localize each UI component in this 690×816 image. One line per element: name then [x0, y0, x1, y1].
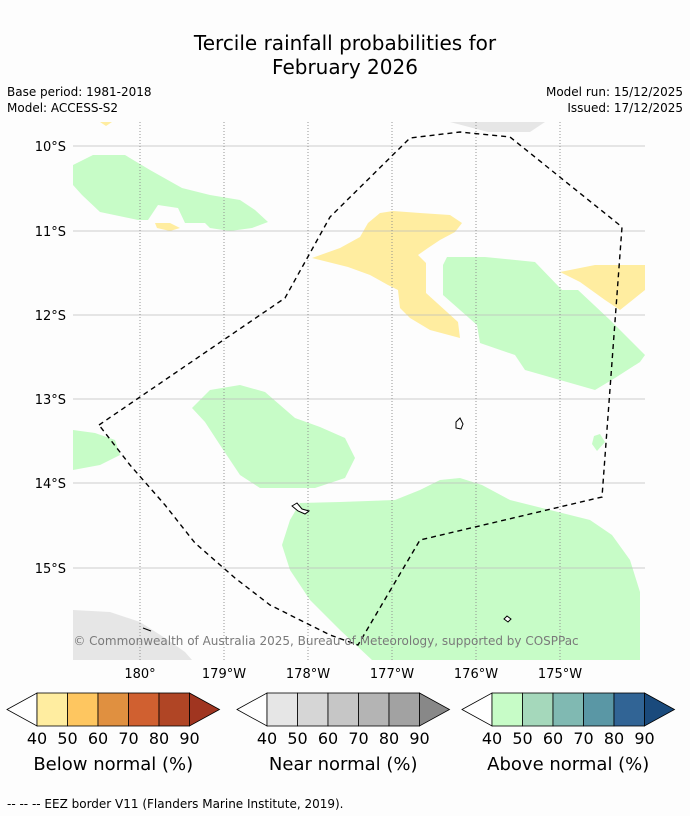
- latitude-label: 15°S: [35, 562, 66, 577]
- title-line-1: Tercile rainfall probabilities for: [193, 31, 497, 55]
- colorbar-tick-label: 80: [604, 729, 624, 748]
- latitude-label: 14°S: [35, 477, 66, 492]
- chart-title: Tercile rainfall probabilities for Febru…: [0, 31, 690, 79]
- colorbar-tick-label: 50: [512, 729, 532, 748]
- colorbar-tick-label: 80: [149, 729, 169, 748]
- colorbar-high-arrow: [419, 692, 451, 727]
- island-outline-south: [503, 615, 512, 623]
- model-name: Model: ACCESS-S2: [7, 101, 119, 115]
- colorbar-tick-label: 90: [409, 729, 429, 748]
- below-normal-region-east: [560, 265, 645, 310]
- colorbar-3: 40 50 60 70 80 90 Above normal (%): [461, 692, 676, 775]
- colorbar-tick-label: 40: [27, 729, 47, 748]
- longitude-labels: 180° 179°W 178°W 177°W 176°W 175°W: [124, 667, 582, 682]
- longitude-label: 178°W: [286, 667, 330, 682]
- colorbar-label: Near normal (%): [269, 754, 418, 775]
- colorbar-tick-label: 40: [257, 729, 277, 748]
- above-normal-region-northwest: [73, 155, 268, 231]
- colorbar-segment: [583, 692, 615, 727]
- colorbar-tick-label: 80: [379, 729, 399, 748]
- colorbar-segment: [552, 692, 584, 727]
- colorbar-segment: [388, 692, 420, 727]
- colorbar-tick-label: 60: [318, 729, 338, 748]
- colorbar-1: 40 50 60 70 80 90 Below normal (%): [6, 692, 221, 775]
- colorbar-low-arrow: [6, 692, 38, 727]
- above-normal-region-east: [443, 257, 645, 390]
- near-normal-region-top: [450, 122, 545, 132]
- latitude-label: 10°S: [35, 140, 66, 155]
- issued-date: Issued: 17/12/2025: [567, 101, 683, 115]
- colorbar-tick-label: 70: [573, 729, 593, 748]
- latitude-label: 13°S: [35, 393, 66, 408]
- colorbar-tick-label: 60: [88, 729, 108, 748]
- colorbar-segment: [36, 692, 68, 727]
- colorbar-tick-label: 70: [348, 729, 368, 748]
- colorbar-high-arrow: [644, 692, 676, 727]
- longitude-label: 180°: [124, 667, 155, 682]
- below-normal-region-central: [312, 211, 462, 338]
- colorbar-segment: [613, 692, 645, 727]
- colorbar-segment: [67, 692, 99, 727]
- colorbars: 40 50 60 70 80 90 Below normal (%) 40 50 60 70 80 90…: [6, 692, 676, 775]
- longitude-label: 176°W: [454, 667, 498, 682]
- above-normal-region-south: [282, 478, 640, 660]
- colorbar-label: Below normal (%): [33, 754, 193, 775]
- colorbar-label: Above normal (%): [487, 754, 649, 775]
- colorbar-segment: [128, 692, 160, 727]
- colorbar-segment: [522, 692, 554, 727]
- colorbar-tick-label: 90: [634, 729, 654, 748]
- colorbar-low-arrow: [461, 692, 493, 727]
- colorbar-segment: [97, 692, 129, 727]
- colorbar-tick-label: 90: [179, 729, 199, 748]
- copyright-notice: © Commonwealth of Australia 2025, Bureau…: [73, 634, 578, 648]
- colorbar-segment: [358, 692, 390, 727]
- colorbar-segment: [491, 692, 523, 727]
- longitude-label: 179°W: [202, 667, 246, 682]
- colorbar-segment: [327, 692, 359, 727]
- colorbar-low-arrow: [236, 692, 268, 727]
- coast-mark-southwest: [142, 627, 152, 632]
- colorbar-tick-label: 50: [287, 729, 307, 748]
- meta-left: Base period: 1981-2018 Model: ACCESS-S2: [7, 84, 152, 116]
- below-normal-speck: [100, 122, 112, 126]
- latitude-label: 11°S: [35, 225, 66, 240]
- latitude-label: 12°S: [35, 309, 66, 324]
- longitude-label: 177°W: [370, 667, 414, 682]
- colorbar-2: 40 50 60 70 80 90 Near normal (%): [236, 692, 451, 775]
- below-normal-region-small: [155, 223, 180, 231]
- island-outline-east: [455, 417, 464, 430]
- near-normal-region-bottom-left: [73, 610, 192, 660]
- meta-right: Model run: 15/12/2025 Issued: 17/12/2025: [546, 84, 683, 116]
- colorbar-tick-label: 40: [482, 729, 502, 748]
- base-period: Base period: 1981-2018: [7, 85, 152, 99]
- colorbar-tick-label: 70: [118, 729, 138, 748]
- colorbar-tick-label: 60: [543, 729, 563, 748]
- map-area: © Commonwealth of Australia 2025, Bureau…: [73, 122, 645, 660]
- title-line-2: February 2026: [272, 55, 418, 79]
- island-outline-central: [291, 502, 311, 515]
- colorbar-tick-label: 50: [57, 729, 77, 748]
- colorbar-high-arrow: [189, 692, 221, 727]
- above-normal-region-small: [592, 434, 605, 451]
- above-normal-region-central: [192, 385, 355, 488]
- model-run: Model run: 15/12/2025: [545, 85, 683, 99]
- longitude-label: 175°W: [538, 667, 582, 682]
- colorbar-segment: [266, 692, 298, 727]
- colorbar-segment: [297, 692, 329, 727]
- eez-legend-footer: -- -- -- EEZ border V11 (Flanders Marine…: [7, 797, 344, 811]
- latitude-labels: 10°S 11°S 12°S 13°S 14°S 15°S: [35, 140, 66, 577]
- above-normal-region-west-edge: [73, 430, 120, 470]
- colorbar-segment: [158, 692, 190, 727]
- gridlines: [73, 122, 645, 660]
